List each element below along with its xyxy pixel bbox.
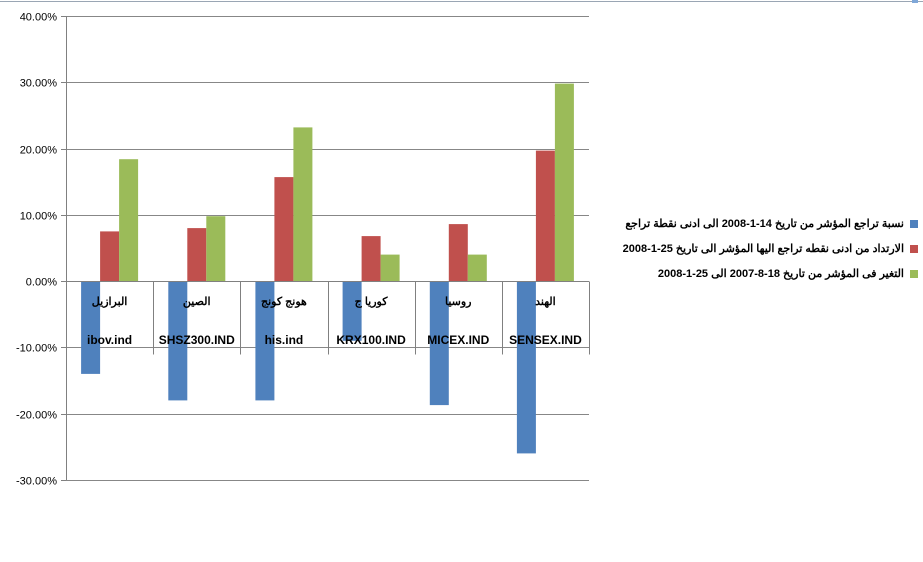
y-tick-label: 0.00%: [26, 277, 57, 289]
bar-series-2: [448, 224, 468, 282]
bar-series-1: [168, 281, 188, 401]
category-country-label: هونج كونج: [261, 296, 307, 308]
legend-swatch-red: [910, 244, 918, 253]
grid-layer: [66, 16, 589, 481]
category-code-label: MICEX.IND: [427, 333, 489, 347]
label-layer: 40.00% 30.00% 20.00% 10.00% 0.00% -10.00% -20.…: [16, 12, 582, 488]
legend-label-series-3: التغير فى المؤشر من تاريخ 18-8-2007 الى …: [657, 268, 904, 280]
bar-series-3: [380, 254, 400, 282]
bar-series-2: [361, 236, 381, 282]
legend-label-series-2: الارتداد من ادنى نقطه تراجع اليها المؤشر…: [622, 243, 904, 255]
bar-series-1: [342, 281, 362, 341]
legend-item-series-3: التغير فى المؤشر من تاريخ 18-8-2007 الى …: [606, 261, 918, 286]
bar-series-3: [206, 216, 226, 282]
bar-series-2: [274, 177, 294, 282]
bar-series-2: [187, 228, 207, 282]
bar-series-2: [535, 150, 555, 282]
y-tick-label: 10.00%: [20, 211, 58, 223]
legend-item-series-2: الارتداد من ادنى نقطه تراجع اليها المؤشر…: [606, 236, 918, 261]
legend-label-series-1: نسبة تراجع المؤشر من تاريخ 14-1-2008 الى…: [625, 218, 904, 230]
bar-series-1: [516, 281, 536, 454]
y-tick-label: 20.00%: [20, 145, 58, 157]
bar-series-1: [81, 281, 101, 374]
bar-series-1: [255, 281, 275, 401]
category-country-label: روسيا: [445, 296, 472, 308]
y-tick-label: 40.00%: [20, 12, 58, 24]
legend-swatch-blue: [910, 219, 918, 228]
y-tick-label: -30.00%: [16, 476, 57, 488]
legend: نسبة تراجع المؤشر من تاريخ 14-1-2008 الى…: [606, 211, 918, 286]
legend-swatch-green: [910, 269, 918, 278]
bar-series-2: [100, 231, 120, 282]
category-code-label: ibov.ind: [87, 333, 132, 347]
category-country-label: البرازيل: [92, 296, 128, 308]
y-tick-label: 30.00%: [20, 78, 58, 90]
y-tick-label: -10.00%: [16, 343, 57, 355]
bar-series-1: [429, 281, 449, 406]
category-code-label: SHSZ300.IND: [159, 333, 235, 347]
legend-item-series-1: نسبة تراجع المؤشر من تاريخ 14-1-2008 الى…: [606, 211, 918, 236]
category-country-label: كوريا ج: [355, 296, 389, 308]
category-code-label: KRX100.IND: [336, 333, 406, 347]
bar-series-3: [119, 159, 139, 282]
axis-layer: [61, 16, 590, 481]
bar-series-3: [293, 127, 313, 282]
bar-layer: [81, 83, 574, 454]
corner-marker: [912, 0, 918, 3]
category-code-label: SENSEX.IND: [509, 333, 582, 347]
window-top-border: [0, 1, 923, 2]
y-tick-label: -20.00%: [16, 410, 57, 422]
category-code-label: his.ind: [265, 333, 304, 347]
bar-series-3: [554, 83, 574, 282]
bar-series-3: [467, 254, 487, 282]
category-country-label: الصين: [183, 296, 211, 308]
category-country-label: الهند: [535, 296, 556, 308]
